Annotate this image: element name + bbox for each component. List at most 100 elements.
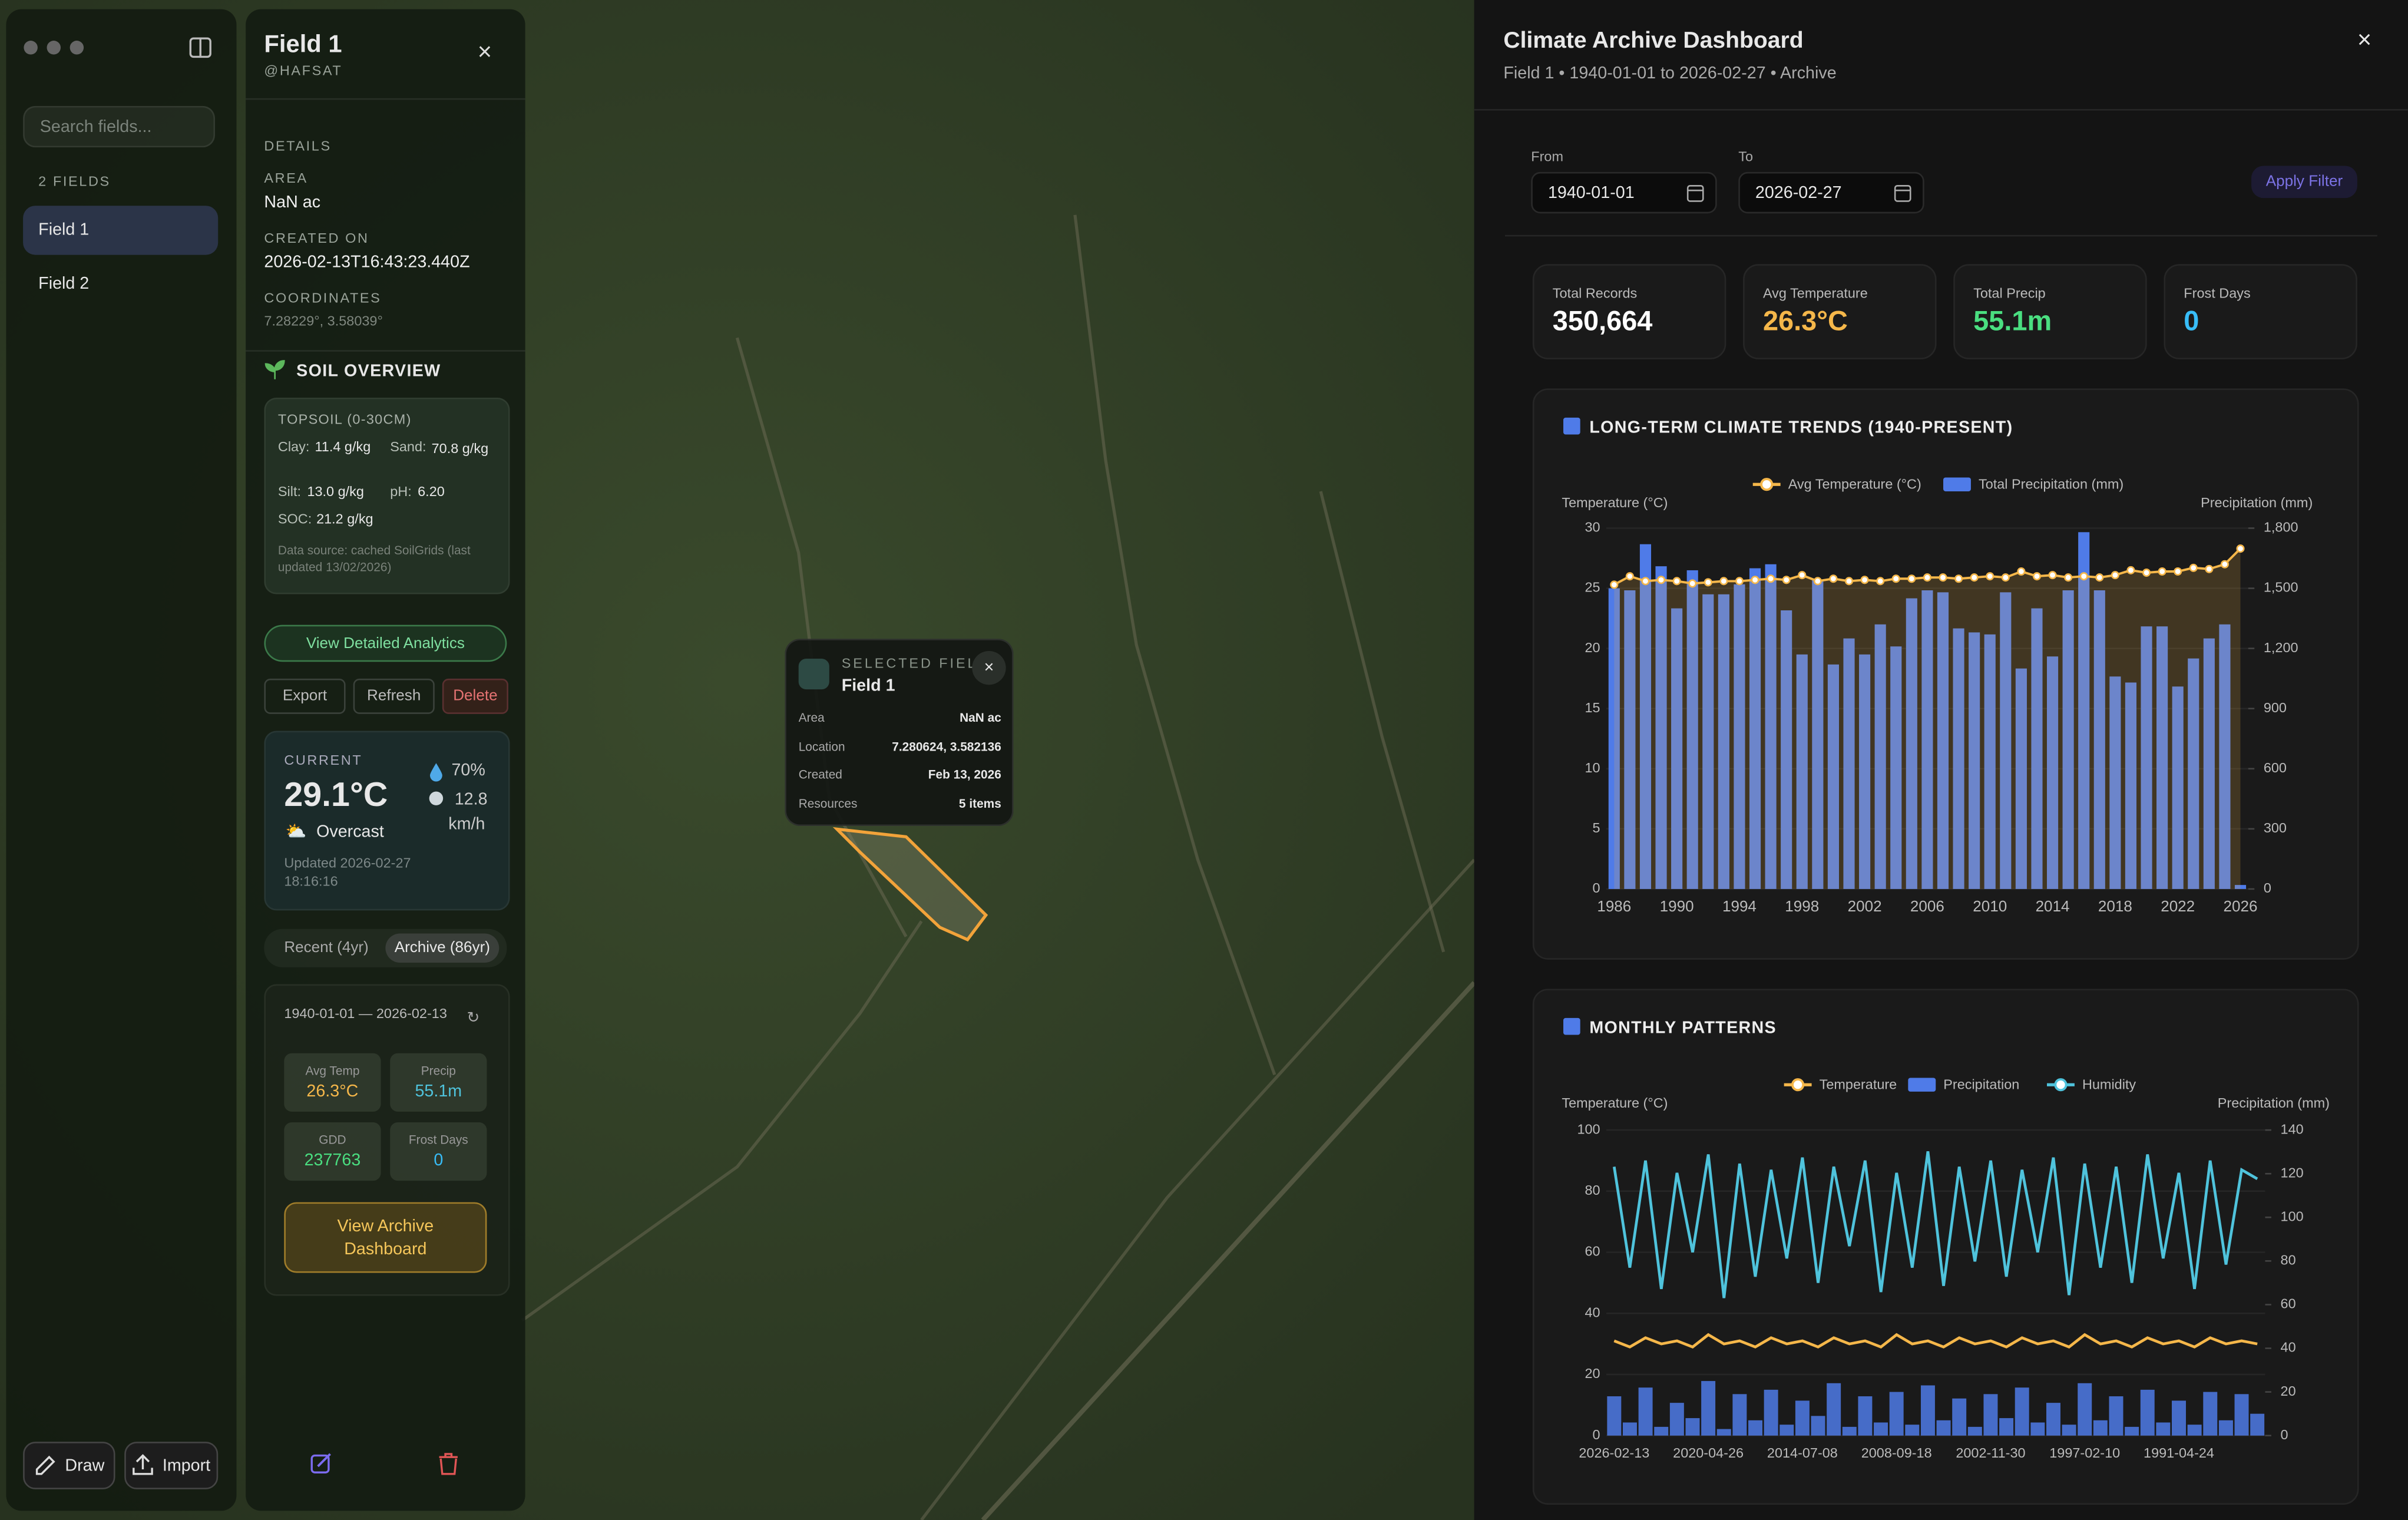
- y-tick-label: 0: [1593, 1427, 1600, 1442]
- soil-value: 6.20: [418, 483, 445, 499]
- draw-button[interactable]: Draw: [23, 1442, 115, 1489]
- point: [2142, 568, 2151, 577]
- refresh-button[interactable]: Refresh: [353, 678, 435, 714]
- mini-label: GDD: [319, 1133, 346, 1147]
- y2-tick-label: 1,200: [2264, 640, 2298, 655]
- panel-actions[interactable]: [307, 1451, 468, 1479]
- bar: [1967, 1426, 1982, 1436]
- close-button[interactable]: ×: [477, 39, 492, 67]
- soil-value: 70.8 g/kg: [431, 440, 489, 457]
- bar: [1779, 1425, 1794, 1436]
- divider: [246, 350, 525, 352]
- point: [1719, 577, 1728, 586]
- value: NaN ac: [264, 193, 321, 212]
- bar: [2109, 676, 2121, 889]
- mini-value: 26.3°C: [306, 1082, 359, 1101]
- popup-label: Resources: [798, 796, 858, 810]
- y-tick-label: 5: [1593, 820, 1600, 835]
- bar: [1921, 590, 1933, 889]
- x-tick-label: 1997-02-10: [2049, 1445, 2120, 1460]
- point: [1813, 577, 1822, 586]
- point: [1735, 577, 1744, 586]
- field-item[interactable]: Field 1: [23, 206, 219, 255]
- bar: [2250, 1413, 2265, 1436]
- weather-condition: Overcast: [316, 822, 384, 842]
- dashboard-subtitle: Field 1 • 1940-01-01 to 2026-02-27 • Arc…: [1503, 64, 1837, 83]
- y2-tick-label: 0: [2281, 1427, 2288, 1442]
- value: 7.28229°, 3.58039°: [264, 313, 383, 329]
- x-tick-label: 1986: [1597, 897, 1631, 915]
- import-button[interactable]: Import: [124, 1442, 219, 1489]
- bar: [1669, 1403, 1684, 1436]
- popup-label: Location: [798, 739, 845, 754]
- window-controls: [24, 37, 211, 58]
- bar: [1607, 1396, 1622, 1436]
- tab-active[interactable]: Archive (86yr): [385, 933, 500, 963]
- soil-label: pH:: [390, 483, 412, 499]
- field-item[interactable]: Field 2: [38, 275, 90, 293]
- stat-label: Total Records: [1552, 285, 1638, 301]
- bar: [1671, 608, 1683, 889]
- label: CREATED ON: [264, 230, 369, 246]
- point: [1751, 576, 1759, 584]
- bar: [1858, 1396, 1873, 1436]
- bar: [1827, 1383, 1841, 1436]
- bar: [1953, 628, 1964, 889]
- button-icons: [35, 1454, 153, 1475]
- bar: [1969, 632, 1980, 889]
- legend-swatch: [1943, 477, 1971, 491]
- export-button[interactable]: Export: [264, 678, 346, 714]
- bar: [2187, 1425, 2202, 1436]
- bar: [1718, 594, 1729, 889]
- bar: [1920, 1385, 1935, 1436]
- popup-label: Area: [798, 711, 825, 725]
- bar: [2125, 682, 2137, 889]
- mini-value: 55.1m: [415, 1082, 462, 1101]
- bar: [1702, 594, 1714, 889]
- popup-close[interactable]: ×: [972, 650, 1006, 685]
- y-tick-label: 30: [1585, 520, 1600, 535]
- analytics-button[interactable]: View Detailed Analytics: [264, 624, 507, 662]
- bar: [1889, 1392, 1904, 1436]
- x-tick-label: 1994: [1722, 897, 1757, 915]
- search-input[interactable]: Search fields...: [23, 105, 215, 148]
- y2-tick-label: 40: [2281, 1340, 2296, 1355]
- y-tick-label: 0: [1593, 880, 1600, 896]
- weather-updated: Updated 2026-02-27 18:16:16: [284, 855, 411, 889]
- point: [1907, 574, 1916, 583]
- y2-tick-label: 20: [2281, 1383, 2296, 1399]
- bar: [1765, 564, 1777, 889]
- stat-value: 350,664: [1552, 305, 1653, 336]
- point: [1844, 577, 1854, 586]
- to-input[interactable]: 2026-02-27: [1738, 171, 1924, 214]
- point: [2236, 544, 2245, 553]
- popup-value: NaN ac: [960, 711, 1001, 725]
- chart: MONTHLY PATTERNS Temperature (°C) Precipit…: [1562, 1017, 2330, 1460]
- mini-label: Avg Temp: [305, 1064, 360, 1078]
- apply-filter-button[interactable]: Apply Filter: [2251, 166, 2357, 199]
- x-tick-label: 2026-02-13: [1579, 1445, 1649, 1460]
- archive-range: 1940-01-01 — 2026-02-13: [284, 1005, 447, 1022]
- refresh-icon[interactable]: ↻: [467, 1010, 480, 1027]
- bar: [2015, 668, 2027, 889]
- bar: [1796, 654, 1808, 889]
- bar: [1608, 588, 1620, 889]
- stat-card: Total Precip 55.1m: [1953, 264, 2147, 359]
- y-tick-label: 100: [1577, 1121, 1600, 1136]
- point: [1798, 571, 1807, 580]
- delete-button[interactable]: Delete: [442, 678, 508, 714]
- y2-tick-label: 80: [2281, 1253, 2296, 1268]
- x-tick-label: 2020-04-26: [1673, 1445, 1744, 1460]
- close-button[interactable]: ×: [2357, 27, 2372, 54]
- tab[interactable]: Recent (4yr): [284, 939, 369, 957]
- soil-label: Silt:: [277, 483, 302, 499]
- section-heading: SOIL OVERVIEW: [296, 362, 441, 381]
- point: [1610, 580, 1619, 589]
- bar: [2140, 1389, 2155, 1436]
- archive-button[interactable]: View Archive Dashboard: [284, 1202, 487, 1273]
- mini-stat: GDD 237763: [284, 1122, 381, 1181]
- from-input[interactable]: 1940-01-01: [1531, 171, 1717, 214]
- bar: [1937, 592, 1949, 889]
- bar: [2000, 592, 2012, 889]
